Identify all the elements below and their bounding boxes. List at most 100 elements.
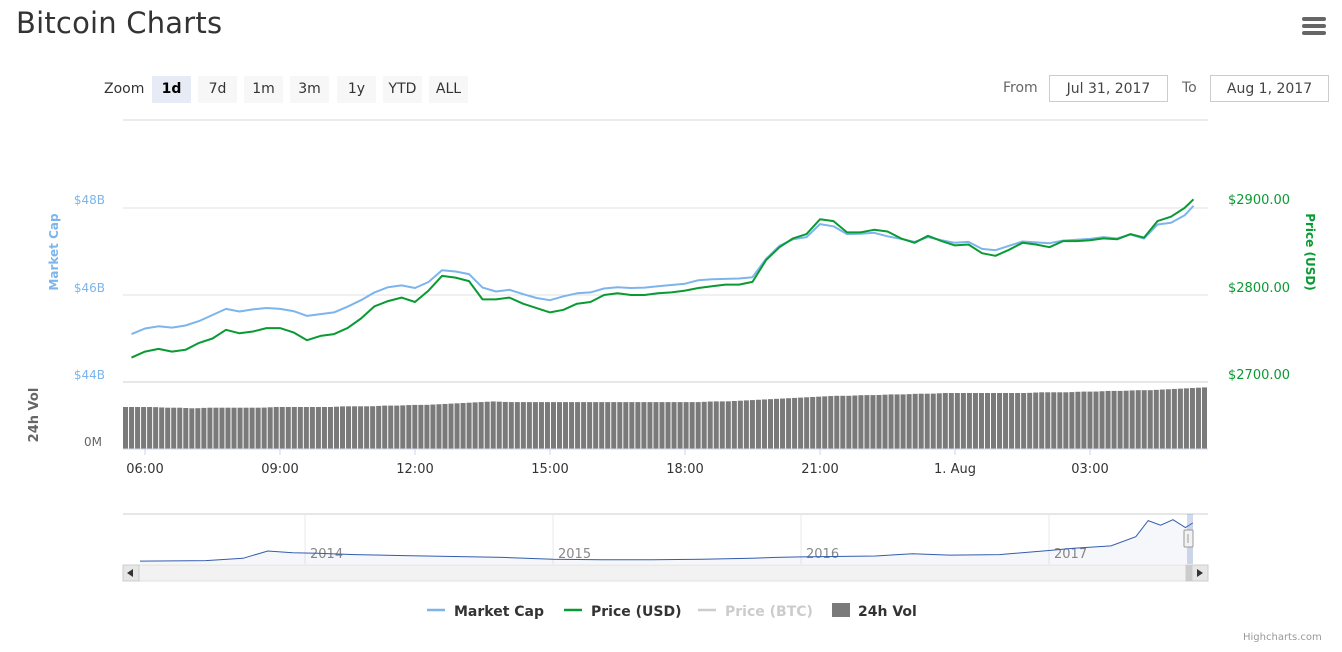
volume-bar [484,401,490,449]
volume-bar [641,402,647,449]
zoom-button-1d[interactable]: 1d [152,76,191,103]
volume-bar [629,402,635,449]
volume-bar [388,405,394,449]
volume-bar [201,407,207,449]
volume-bar [671,402,677,449]
volume-axis-tick-label: 0M [84,435,102,449]
volume-bar [195,408,201,449]
volume-bar [755,399,761,449]
zoom-button-1m[interactable]: 1m [244,76,283,103]
volume-bar [834,395,840,449]
volume-bar [713,401,719,449]
volume-bar [810,396,816,449]
volume-bar [460,403,466,449]
legend-item-label[interactable]: 24h Vol [858,604,917,620]
volume-bar [526,402,532,449]
volume-bar [900,394,906,449]
volume-bar [430,404,436,449]
volume-bar [442,403,448,449]
volume-bar [129,407,135,449]
from-label: From [1003,80,1038,96]
volume-bar [219,407,225,449]
volume-bar [1045,392,1051,449]
zoom-button-ytd[interactable]: YTD [383,76,422,103]
volume-bar [984,393,990,449]
zoom-button-3m[interactable]: 3m [290,76,329,103]
volume-bar [213,407,219,449]
right-axis-tick-label: $2900.00 [1228,193,1290,208]
volume-bar [1111,390,1117,449]
volume-bar [376,405,382,449]
volume-bar [695,402,701,449]
volume-bar [774,398,780,449]
zoom-button-7d[interactable]: 7d [198,76,237,103]
volume-bar [635,402,641,449]
volume-bar [858,395,864,449]
volume-bar [1063,392,1069,449]
volume-bar [840,395,846,449]
volume-bar [822,396,828,449]
zoom-label: Zoom [104,81,145,97]
volume-bar [761,399,767,449]
volume-bar [508,402,514,449]
volume-bar [882,394,888,449]
right-axis-title: Price (USD) [1303,213,1317,291]
volume-bar [177,407,183,449]
volume-bar [285,407,291,449]
x-axis-tick-label: 03:00 [1071,462,1108,477]
volume-bar [1153,389,1159,449]
credits-link[interactable]: Highcharts.com [1243,632,1322,643]
volume-bar [297,407,303,449]
navigator-year-label: 2016 [806,547,839,562]
volume-bar [1093,391,1099,449]
left-axis-tick-label: $44B [74,368,105,382]
volume-bar [406,405,412,449]
x-axis-tick-label: 06:00 [126,462,163,477]
volume-bar [243,407,249,449]
legend-item-label[interactable]: Market Cap [454,604,544,620]
from-date-input[interactable]: Jul 31, 2017 [1049,75,1168,102]
volume-bar [683,402,689,449]
volume-bar [1057,392,1063,449]
volume-bar [279,407,285,449]
navigator-line [139,519,1194,562]
volume-bar [207,407,213,449]
volume-bar [876,394,882,449]
volume-bar [1159,389,1165,449]
volume-bar [966,393,972,449]
volume-bar [701,401,707,449]
x-axis-tick-label: 18:00 [666,462,703,477]
volume-bar [1027,392,1033,449]
volume-bar [544,402,550,449]
volume-bar [918,393,924,449]
zoom-button-all[interactable]: ALL [429,76,468,103]
volume-bar [273,407,279,449]
volume-bar [1087,391,1093,449]
volume-bar [538,402,544,449]
volume-bar [1189,388,1195,449]
volume-bar [665,402,671,449]
volume-bar [677,402,683,449]
volume-bar [1171,388,1177,449]
volume-bar [346,406,352,449]
volume-bar [358,406,364,449]
volume-bar [171,407,177,449]
zoom-button-1y[interactable]: 1y [337,76,376,103]
menu-icon[interactable] [1302,17,1326,37]
right-axis-tick-label: $2800.00 [1228,281,1290,296]
volume-bar [159,407,165,449]
volume-bar [930,393,936,449]
to-date-input[interactable]: Aug 1, 2017 [1210,75,1329,102]
volume-bar [731,401,737,449]
volume-bar [936,393,942,449]
volume-bar [1201,387,1207,449]
legend-item-label[interactable]: Price (USD) [591,604,682,620]
volume-bar [394,405,400,449]
x-axis-tick-label: 21:00 [801,462,838,477]
volume-bar [587,402,593,449]
volume-bar [496,401,502,449]
volume-bar [291,407,297,449]
legend-item-label[interactable]: Price (BTC) [725,604,813,620]
left-axis-tick-label: $48B [74,193,105,207]
volume-bar [749,400,755,449]
